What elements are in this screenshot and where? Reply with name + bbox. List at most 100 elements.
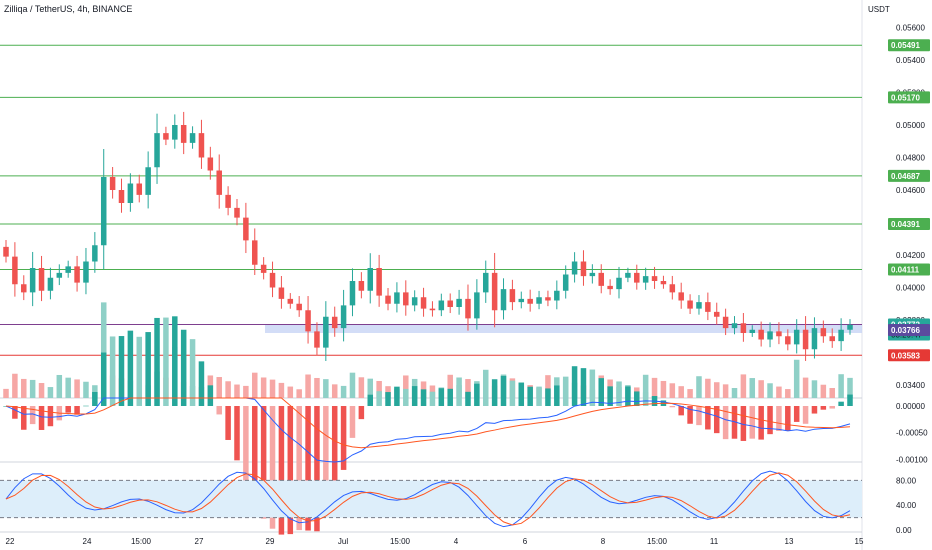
candle-body xyxy=(269,272,276,288)
macd-histogram-bar xyxy=(12,406,18,419)
volume-bar xyxy=(29,379,36,398)
macd-histogram-bar xyxy=(598,378,604,406)
volume-bar xyxy=(545,375,551,398)
macd-histogram-bar xyxy=(767,406,773,435)
macd-histogram-bar xyxy=(47,406,54,427)
candle-body xyxy=(83,261,89,283)
volume-bar xyxy=(38,383,45,398)
macd-histogram-bar xyxy=(314,406,320,532)
macd-histogram-bar xyxy=(509,380,516,406)
macd-histogram-bar xyxy=(83,405,89,407)
candle-body xyxy=(260,264,267,273)
macd-histogram-bar xyxy=(749,406,756,439)
candle-body xyxy=(634,272,640,283)
candle-body xyxy=(687,300,693,309)
candle-body xyxy=(56,272,63,278)
candle-body xyxy=(482,272,489,293)
macd-tick-label: -0.00050 xyxy=(896,429,928,438)
level-tag xyxy=(888,169,930,182)
candle-body xyxy=(145,167,151,195)
stoch-tick-label: 40.00 xyxy=(896,501,917,510)
macd-histogram-bar xyxy=(776,406,782,431)
macd-histogram-bar xyxy=(740,406,747,441)
price-tick-label: 0.05600 xyxy=(896,24,925,33)
macd-histogram-bar xyxy=(243,406,249,483)
macd-histogram-bar xyxy=(278,406,285,535)
x-axis-label: 29 xyxy=(266,537,275,546)
candle-body xyxy=(296,303,302,311)
candle-body xyxy=(216,170,222,195)
volume-bar xyxy=(669,383,676,398)
volume-bar xyxy=(740,374,747,398)
candle-body xyxy=(554,290,560,301)
candle-body xyxy=(429,308,436,311)
volume-bar xyxy=(12,373,18,398)
candle-body xyxy=(367,268,374,291)
macd-histogram-bar xyxy=(545,388,551,406)
macd-histogram-bar xyxy=(491,379,498,406)
stoch-d-line xyxy=(5,472,851,526)
candle-body xyxy=(349,281,356,306)
candle-body xyxy=(172,125,178,140)
level-tag-label: 0.05170 xyxy=(891,93,920,102)
macd-histogram-bar xyxy=(38,406,45,430)
candle-body xyxy=(838,329,844,342)
candle-body xyxy=(163,133,169,140)
macd-histogram-bar xyxy=(465,391,471,406)
macd-histogram-bar xyxy=(696,406,702,426)
x-axis-label: Jul xyxy=(338,537,348,546)
x-axis-label: 13 xyxy=(785,537,794,546)
candle-body xyxy=(154,133,160,168)
macd-histogram-bar xyxy=(482,369,489,406)
candle-body xyxy=(785,336,791,345)
candle-body xyxy=(571,261,578,275)
candle-body xyxy=(776,331,782,337)
candle-body xyxy=(38,268,45,291)
x-axis-label: 11 xyxy=(710,537,719,546)
x-axis-label: 8 xyxy=(601,537,606,546)
volume-bar xyxy=(65,377,71,398)
volume-bar xyxy=(642,374,649,398)
level-tag-label: 0.04391 xyxy=(891,220,920,229)
volume-bar xyxy=(811,380,818,398)
macd-histogram-bar xyxy=(74,406,80,415)
candle-body xyxy=(358,281,365,291)
macd-histogram-bar xyxy=(411,386,418,406)
candle-body xyxy=(456,298,462,307)
price-tick-label: 0.04600 xyxy=(896,186,925,195)
candle-body xyxy=(314,331,320,348)
macd-histogram-bar xyxy=(216,406,222,415)
macd-histogram-bar xyxy=(536,386,542,406)
volume-bar xyxy=(749,378,756,398)
candle-body xyxy=(562,274,569,291)
macd-histogram-bar xyxy=(678,406,684,416)
macd-histogram-bar xyxy=(163,317,169,406)
zone-tag-label: 0.03766 xyxy=(891,326,920,335)
candle-body xyxy=(3,246,9,257)
level-tag-label: 0.04687 xyxy=(891,172,920,181)
macd-histogram-bar xyxy=(127,330,134,406)
macd-histogram-bar xyxy=(429,391,436,406)
macd-histogram-bar xyxy=(394,386,400,406)
macd-histogram-bar xyxy=(331,406,338,496)
volume-bar xyxy=(252,372,258,398)
candle-body xyxy=(340,305,347,329)
candle-body xyxy=(518,298,525,303)
macd-histogram-bar xyxy=(589,369,596,406)
candle-body xyxy=(713,311,720,317)
macd-histogram-bar xyxy=(829,406,835,409)
x-axis-label: 15:00 xyxy=(390,537,411,546)
zone-tag xyxy=(888,323,930,336)
macd-histogram-bar xyxy=(340,406,347,470)
candle-body xyxy=(243,217,249,241)
volume-bar xyxy=(296,389,302,398)
macd-histogram-bar xyxy=(634,391,640,406)
volume-bar xyxy=(234,384,240,398)
macd-histogram-bar xyxy=(323,406,329,511)
volume-bar xyxy=(287,386,294,398)
candle-body xyxy=(545,297,551,301)
candle-body xyxy=(598,272,604,286)
candle-body xyxy=(722,316,729,329)
volume-bar xyxy=(340,385,347,398)
